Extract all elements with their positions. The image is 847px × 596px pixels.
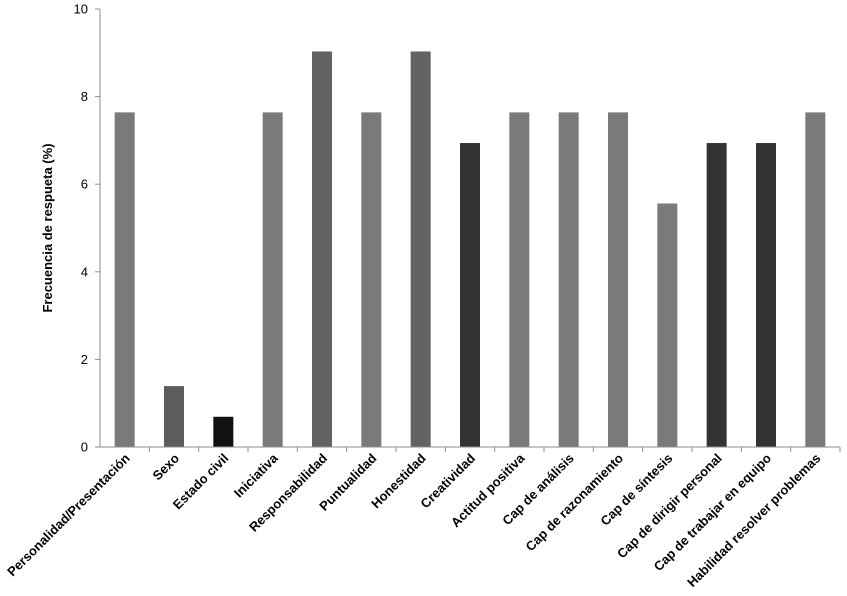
- bar: [164, 386, 184, 447]
- bar: [608, 112, 628, 448]
- x-category-label: Personalidad/Presentación: [4, 450, 133, 579]
- bar: [756, 143, 776, 447]
- bar: [558, 112, 579, 448]
- bar: [312, 51, 332, 448]
- x-category-label: Cap de razonamiento: [523, 450, 627, 554]
- bar: [213, 416, 234, 447]
- bar: [706, 143, 727, 447]
- bar: [657, 203, 678, 447]
- y-tick-label: 10: [74, 2, 88, 17]
- bar: [460, 143, 480, 447]
- bar: [509, 112, 530, 448]
- y-ticks-group: 0 2 4 6 8 10: [74, 2, 100, 455]
- bars-group: [114, 51, 826, 448]
- bar: [114, 112, 135, 448]
- bar: [262, 112, 283, 448]
- y-tick-label: 8: [81, 89, 88, 104]
- y-tick-label: 2: [81, 352, 88, 367]
- x-category-label: Iniciativa: [231, 450, 281, 500]
- y-tick-label: 6: [81, 177, 88, 192]
- y-tick-label: 0: [81, 440, 88, 455]
- y-tick-label: 4: [81, 264, 88, 279]
- bar: [805, 112, 826, 448]
- x-category-label: Sexo: [150, 450, 183, 483]
- y-axis-title: Frecuencia de respueta (%): [40, 143, 55, 312]
- bar: [410, 51, 431, 448]
- bar: [361, 112, 382, 448]
